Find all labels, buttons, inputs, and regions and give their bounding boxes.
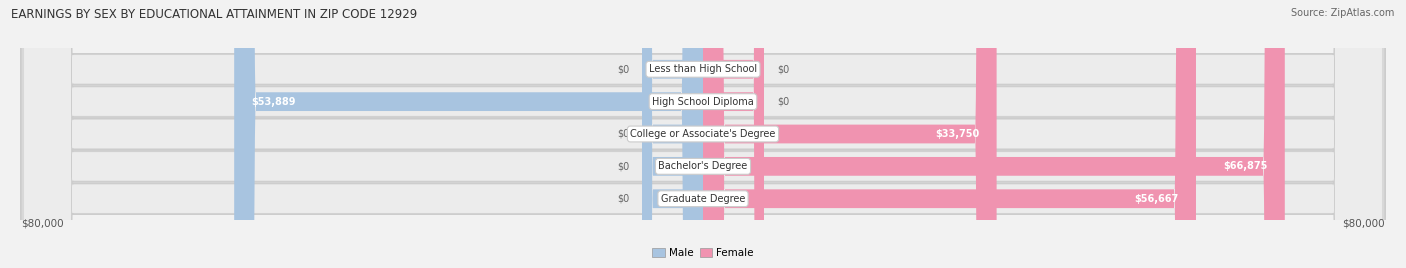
Text: $0: $0 <box>617 64 628 74</box>
Text: $0: $0 <box>617 129 628 139</box>
Text: College or Associate's Degree: College or Associate's Degree <box>630 129 776 139</box>
Text: $80,000: $80,000 <box>1343 219 1385 229</box>
Text: $0: $0 <box>778 64 789 74</box>
Text: Source: ZipAtlas.com: Source: ZipAtlas.com <box>1291 8 1395 18</box>
Text: $0: $0 <box>778 97 789 107</box>
Text: High School Diploma: High School Diploma <box>652 97 754 107</box>
FancyBboxPatch shape <box>643 0 703 268</box>
FancyBboxPatch shape <box>24 0 1382 268</box>
FancyBboxPatch shape <box>643 0 703 268</box>
FancyBboxPatch shape <box>24 0 1382 268</box>
FancyBboxPatch shape <box>235 0 703 268</box>
FancyBboxPatch shape <box>703 0 763 268</box>
Text: Bachelor's Degree: Bachelor's Degree <box>658 161 748 171</box>
FancyBboxPatch shape <box>643 0 703 268</box>
FancyBboxPatch shape <box>703 0 997 268</box>
FancyBboxPatch shape <box>21 0 1385 268</box>
FancyBboxPatch shape <box>24 0 1382 268</box>
Text: $56,667: $56,667 <box>1135 194 1178 204</box>
FancyBboxPatch shape <box>24 0 1382 268</box>
FancyBboxPatch shape <box>703 0 763 268</box>
Text: $0: $0 <box>617 161 628 171</box>
Text: $66,875: $66,875 <box>1223 161 1267 171</box>
FancyBboxPatch shape <box>703 0 1285 268</box>
Legend: Male, Female: Male, Female <box>648 244 758 263</box>
FancyBboxPatch shape <box>703 0 1197 268</box>
FancyBboxPatch shape <box>21 0 1385 268</box>
FancyBboxPatch shape <box>21 0 1385 268</box>
FancyBboxPatch shape <box>21 0 1385 268</box>
FancyBboxPatch shape <box>21 0 1385 268</box>
Text: Less than High School: Less than High School <box>650 64 756 74</box>
Text: $53,889: $53,889 <box>252 97 297 107</box>
Text: $80,000: $80,000 <box>21 219 63 229</box>
Text: Graduate Degree: Graduate Degree <box>661 194 745 204</box>
Text: $0: $0 <box>617 194 628 204</box>
FancyBboxPatch shape <box>643 0 703 268</box>
FancyBboxPatch shape <box>24 0 1382 268</box>
Text: EARNINGS BY SEX BY EDUCATIONAL ATTAINMENT IN ZIP CODE 12929: EARNINGS BY SEX BY EDUCATIONAL ATTAINMEN… <box>11 8 418 21</box>
Text: $33,750: $33,750 <box>935 129 979 139</box>
